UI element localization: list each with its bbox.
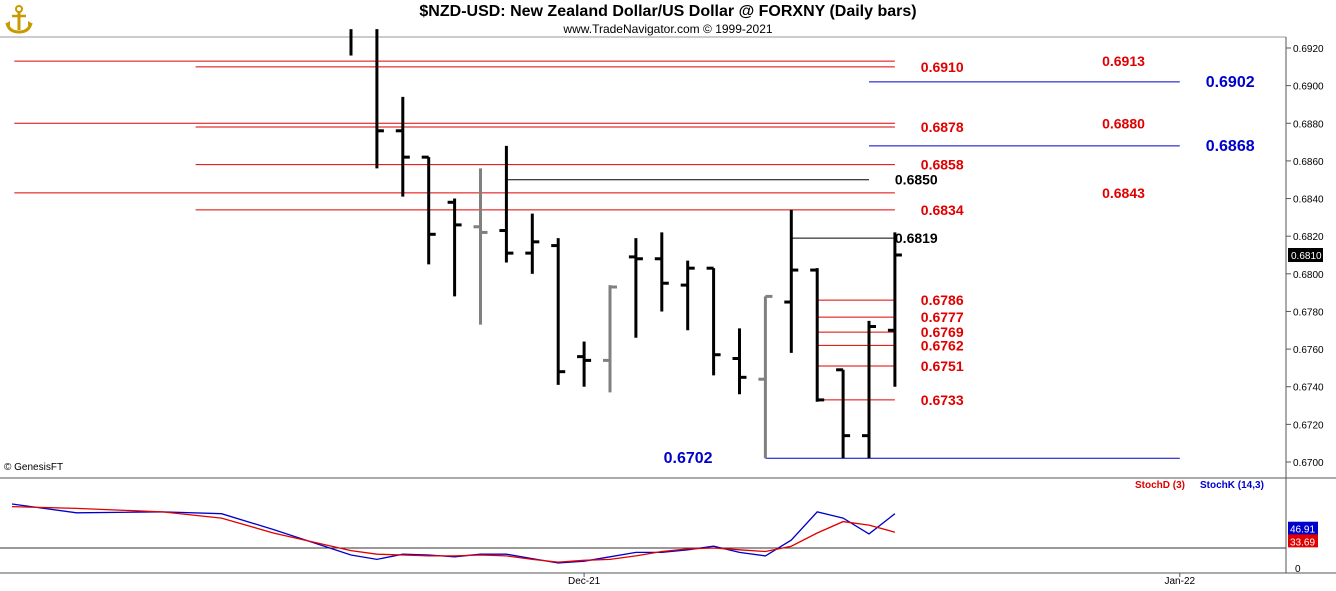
level-label: 0.6733 <box>921 392 964 408</box>
price-axis-tick-label: 0.6780 <box>1293 307 1324 318</box>
stochd-value-flag <box>1288 534 1318 548</box>
level-label: 0.6769 <box>921 324 964 340</box>
date-axis: Dec-21 Jan-22 <box>568 573 1196 587</box>
last-price-flag <box>1288 248 1323 262</box>
level-label: 0.6910 <box>921 59 964 75</box>
price-axis-tick-label: 0.6740 <box>1293 383 1324 394</box>
price-axis-tick-label: 0.6920 <box>1293 44 1324 55</box>
level-label: 0.6878 <box>921 119 964 135</box>
stoch-panel-frame <box>0 478 1336 574</box>
price-axis-tick-label: 0.6900 <box>1293 82 1324 93</box>
price-axis-tick-label: 0.6860 <box>1293 157 1324 168</box>
price-axis-tick-label: 0.6800 <box>1293 270 1324 281</box>
chart-subtitle: www.TradeNavigator.com © 1999-2021 <box>563 22 773 36</box>
level-label: 0.6868 <box>1206 138 1255 155</box>
level-label: 0.6762 <box>921 337 964 353</box>
level-label: 0.6843 <box>1102 185 1145 201</box>
level-label: 0.6702 <box>664 450 713 467</box>
level-label: 0.6834 <box>921 202 964 218</box>
price-axis: 0.6920 0.6900 0.6880 0.6860 0.6840 0.6820 0.68… <box>1286 44 1324 469</box>
stoch-series-line <box>11 503 896 564</box>
credit-label: © GenesisFT <box>4 462 64 473</box>
stochk-value-label: 46.91 <box>1290 525 1315 536</box>
level-label: 0.6913 <box>1102 53 1145 69</box>
price-axis-tick-label: 0.6700 <box>1293 458 1324 469</box>
stoch-series-line <box>11 505 896 563</box>
date-axis-label: Dec-21 <box>568 576 601 587</box>
price-axis-tick-label: 0.6760 <box>1293 345 1324 356</box>
level-lines: 0.6913 0.6910 0.6902 0.6880 0.6878 0.6868 0.68… <box>14 53 1255 467</box>
price-panel-frame <box>0 36 1336 479</box>
stochastic-legend: StochD (3) StochK (14,3) <box>1135 480 1264 491</box>
level-label: 0.6777 <box>921 309 964 325</box>
stochastic-panel <box>11 503 896 564</box>
level-label: 0.6880 <box>1102 115 1145 131</box>
legend-stochd: StochD (3) <box>1135 480 1185 491</box>
trade-navigator-anchor-logo-icon <box>3 3 35 35</box>
date-axis-label: Jan-22 <box>1165 576 1196 587</box>
level-label: 0.6819 <box>895 230 938 246</box>
stoch-axis-zero-label: 0 <box>1295 564 1301 575</box>
price-bars <box>349 29 902 459</box>
price-axis-tick-label: 0.6880 <box>1293 119 1324 130</box>
level-label: 0.6902 <box>1206 74 1255 91</box>
level-label: 0.6858 <box>921 157 964 173</box>
price-axis-tick-label: 0.6820 <box>1293 232 1324 243</box>
price-axis-tick-label: 0.6840 <box>1293 195 1324 206</box>
legend-stochk: StochK (14,3) <box>1200 480 1264 491</box>
price-axis-tick-label: 0.6720 <box>1293 420 1324 431</box>
chart-title: $NZD-USD: New Zealand Dollar/US Dollar @… <box>419 3 917 20</box>
level-label: 0.6751 <box>921 358 964 374</box>
stochk-value-flag <box>1288 521 1318 535</box>
level-label: 0.6786 <box>921 292 964 308</box>
level-label: 0.6850 <box>895 172 938 188</box>
last-price-label: 0.6810 <box>1291 251 1322 262</box>
stochd-value-label: 33.69 <box>1290 537 1315 548</box>
